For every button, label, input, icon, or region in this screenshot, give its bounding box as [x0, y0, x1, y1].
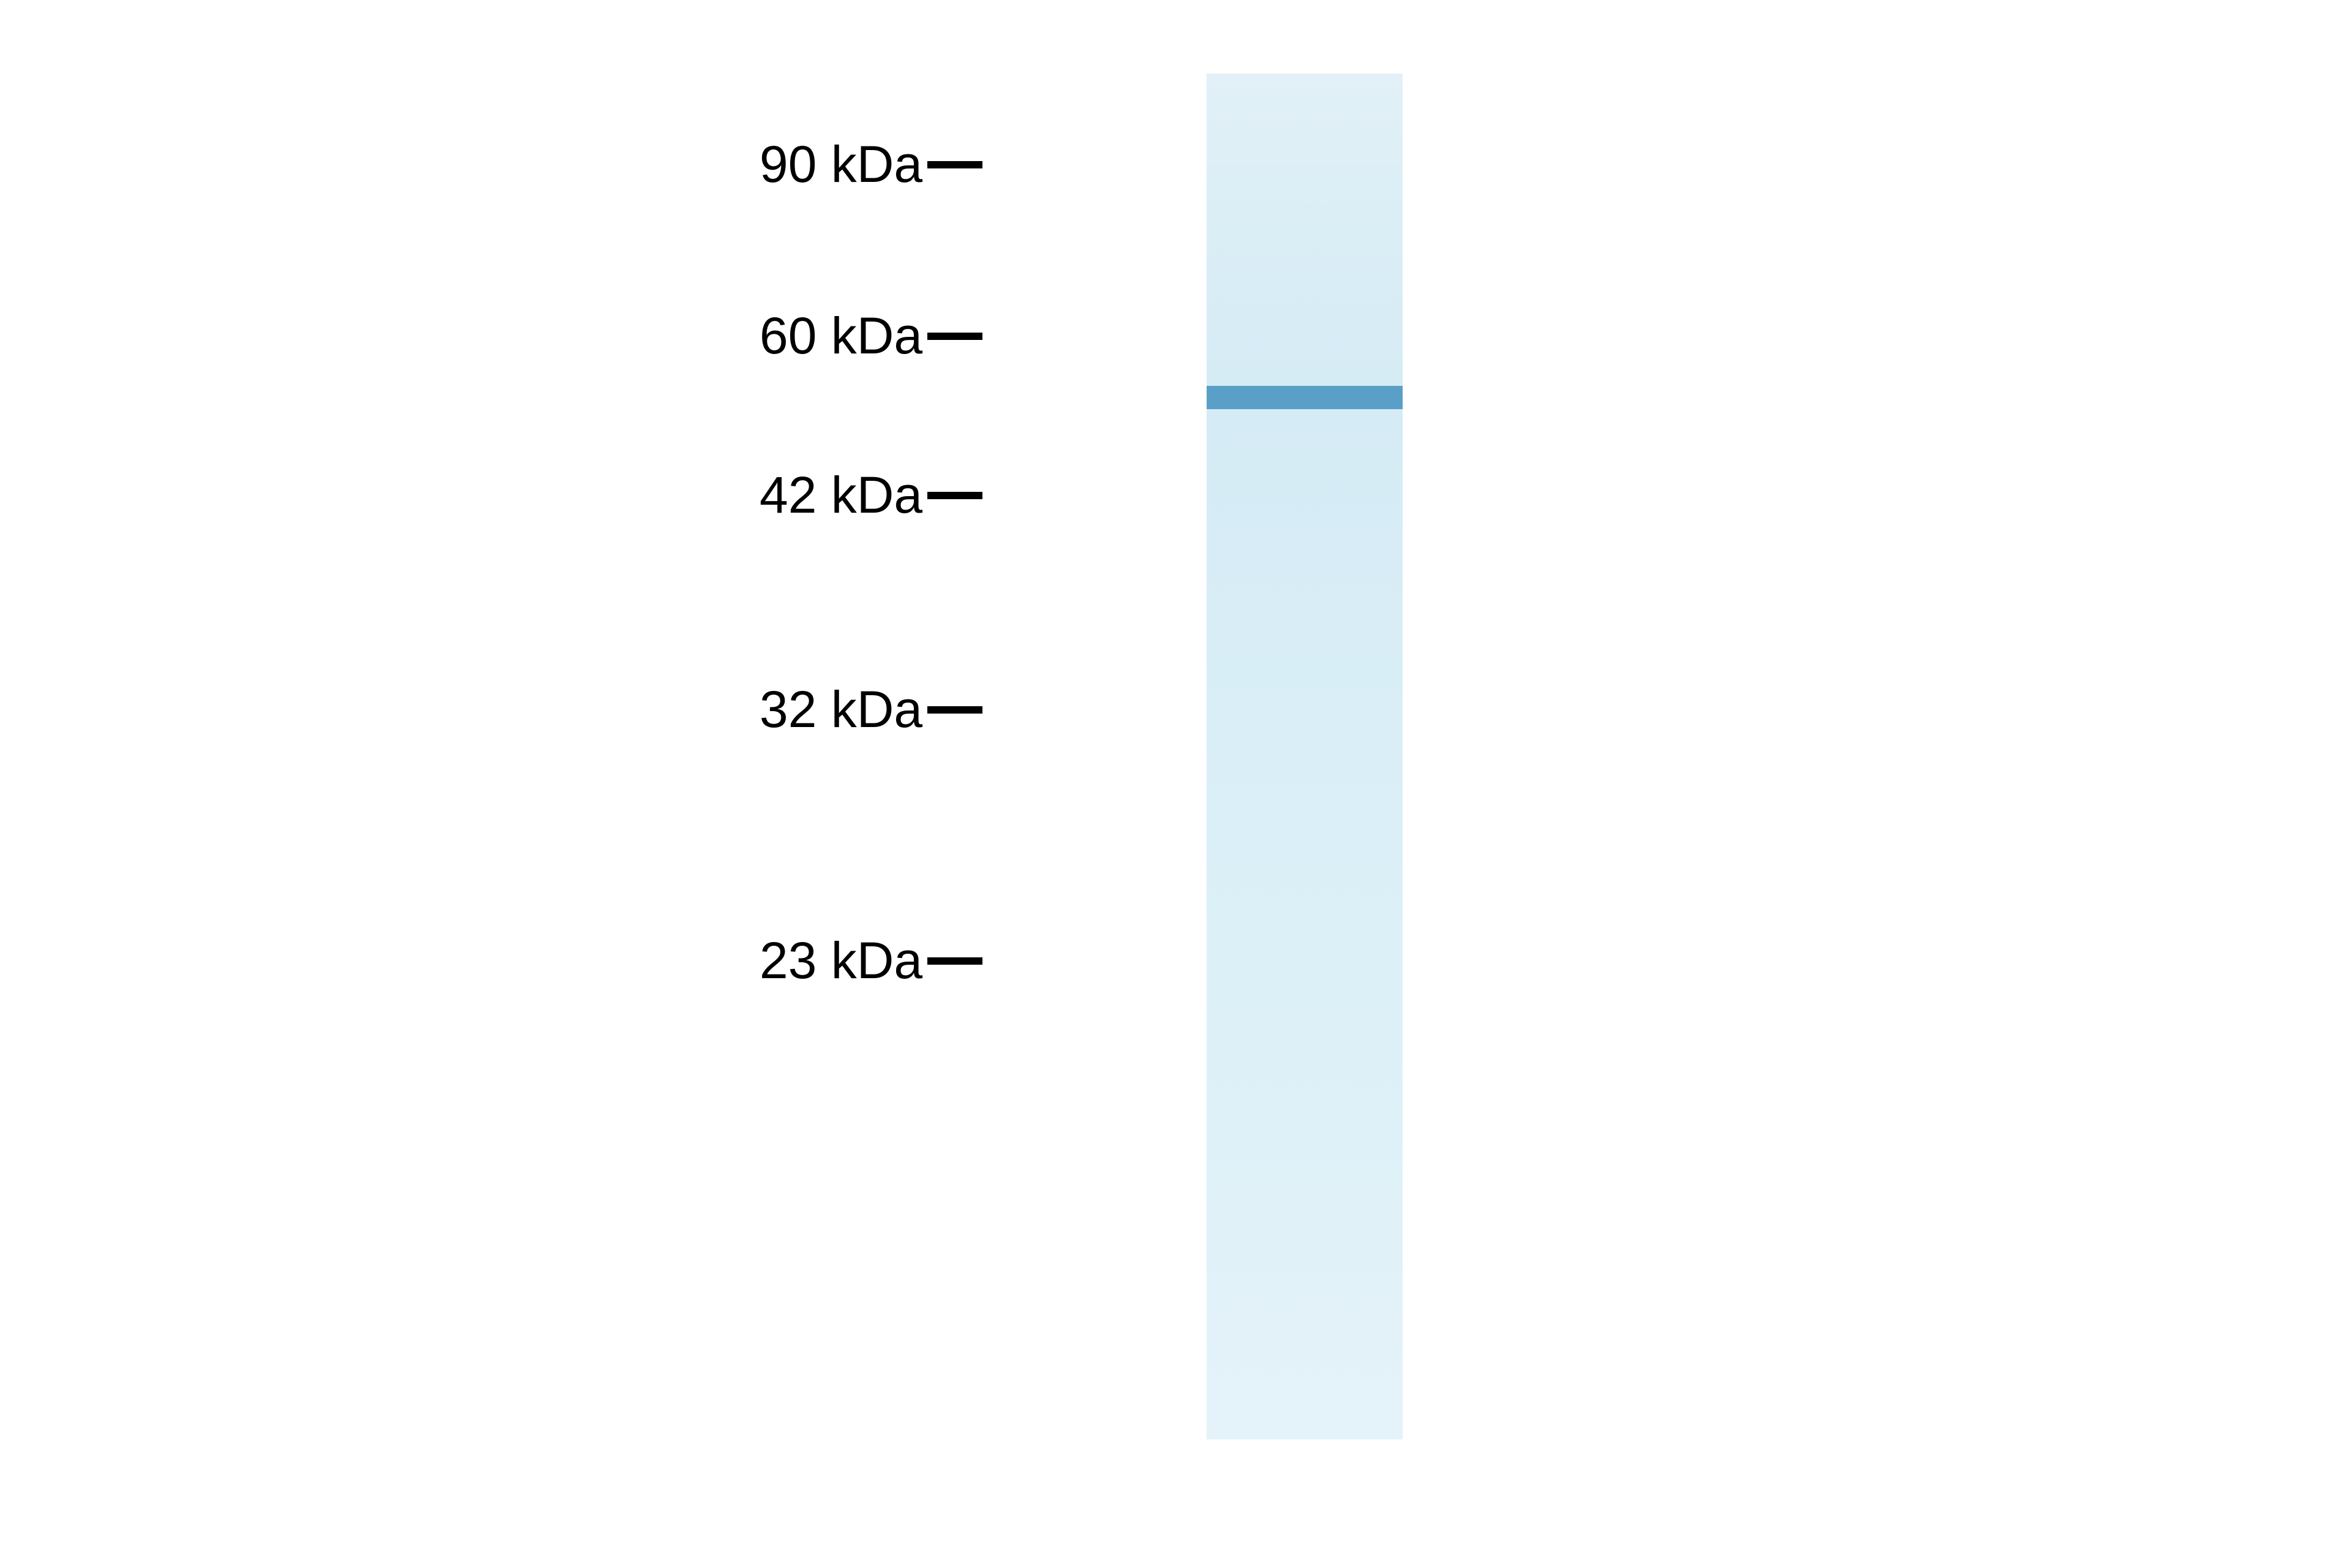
- protein-band: [1207, 386, 1403, 409]
- marker-label: 60 kDa: [760, 306, 922, 366]
- molecular-weight-markers: 90 kDa 60 kDa 42 kDa 32 kDa 23 kDa: [674, 74, 1164, 1494]
- western-blot-container: 90 kDa 60 kDa 42 kDa 32 kDa 23 kDa: [674, 74, 1654, 1494]
- marker-42kda: 42 kDa: [760, 466, 982, 525]
- marker-label: 23 kDa: [760, 931, 922, 990]
- marker-tick-icon: [927, 492, 982, 499]
- marker-tick-icon: [927, 333, 982, 340]
- marker-label: 90 kDa: [760, 135, 922, 194]
- marker-label: 42 kDa: [760, 466, 922, 525]
- marker-label: 32 kDa: [760, 680, 922, 739]
- gel-lane: [1207, 74, 1403, 1439]
- marker-23kda: 23 kDa: [760, 931, 982, 990]
- marker-32kda: 32 kDa: [760, 680, 982, 739]
- marker-tick-icon: [927, 957, 982, 965]
- marker-90kda: 90 kDa: [760, 135, 982, 194]
- marker-tick-icon: [927, 706, 982, 714]
- marker-tick-icon: [927, 161, 982, 168]
- marker-60kda: 60 kDa: [760, 306, 982, 366]
